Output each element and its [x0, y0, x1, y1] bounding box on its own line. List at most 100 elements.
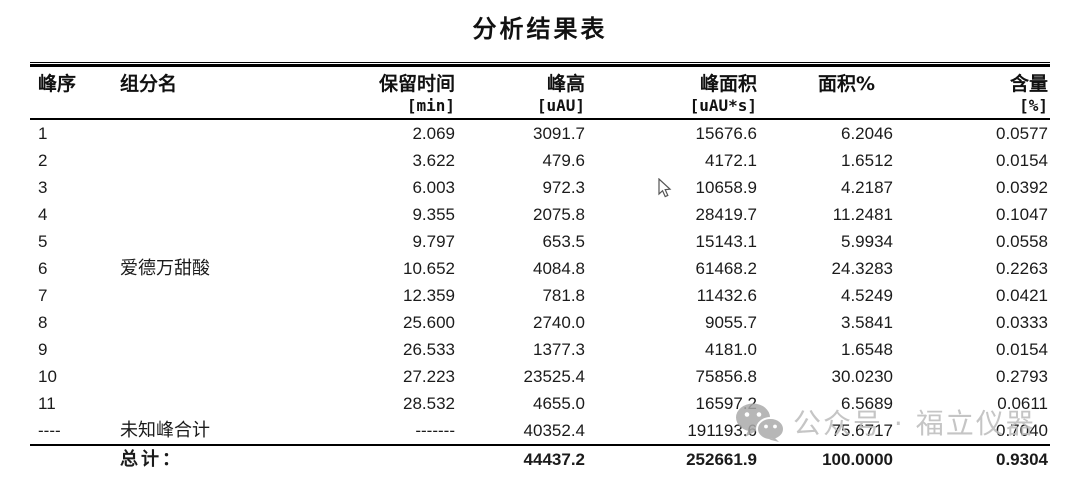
cell: 252661.9 [585, 444, 757, 473]
table-row: 4 9.355 2075.8 28419.7 11.2481 0.1047 [30, 201, 1050, 228]
column-unit [38, 96, 115, 116]
cell: 9.355 [412, 205, 455, 224]
cell: 2740.0 [533, 313, 585, 332]
cell: 11.2481 [832, 205, 893, 224]
cell: 15143.1 [695, 232, 757, 251]
cell: 75.6717 [831, 421, 893, 440]
table-header: 峰序 组分名 保留时间 [min] 峰高 [uAU] 峰面积 [uAU*s] 面积% 含量 [%] [30, 67, 1050, 120]
cell: 23525.4 [523, 367, 585, 386]
column-label: 面积% [817, 73, 875, 95]
cell: 总计： [115, 444, 300, 473]
cell: 653.5 [542, 232, 585, 251]
table-row: ---- 未知峰合计 ------- 40352.4 191193.6 75.6717 0.… [30, 417, 1050, 445]
column-unit: [min] [406, 96, 455, 115]
table-row: 5 9.797 653.5 15143.1 5.9934 0.0558 [30, 228, 1050, 255]
cell: 未知峰合计 [120, 420, 210, 441]
column-unit: [uAU*s] [689, 96, 757, 115]
column-unit: [%] [1019, 96, 1048, 115]
cell [115, 282, 300, 309]
table-row: 1 2.069 3091.7 15676.6 6.2046 0.0577 [30, 119, 1050, 147]
cell: 191193.6 [687, 421, 757, 440]
cell: 0.9304 [893, 444, 1050, 473]
cell: 1377.3 [533, 340, 585, 359]
table-row: 11 28.532 4655.0 16597.2 6.5689 0.0611 [30, 390, 1050, 417]
column-header: 峰序 [30, 67, 115, 120]
cell: ------- [415, 421, 455, 440]
cell: 9055.7 [705, 313, 757, 332]
cell: 10.652 [403, 259, 455, 278]
cell: 4181.0 [705, 340, 757, 359]
results-table: 峰序 组分名 保留时间 [min] 峰高 [uAU] 峰面积 [uAU*s] 面积% 含量 [%] … [30, 67, 1050, 473]
cell: 15676.6 [695, 124, 757, 143]
column-unit: [uAU] [536, 96, 585, 115]
cell: 0.0577 [996, 124, 1048, 143]
column-label: 组分名 [120, 73, 178, 95]
column-header: 峰高 [uAU] [455, 67, 585, 120]
table-row: 9 26.533 1377.3 4181.0 1.6548 0.0154 [30, 336, 1050, 363]
cell [115, 336, 300, 363]
column-header: 组分名 [115, 67, 300, 120]
table-row: 2 3.622 479.6 4172.1 1.6512 0.0154 [30, 147, 1050, 174]
cell: 11 [38, 394, 56, 413]
cell: 0.0333 [996, 313, 1048, 332]
cell: 2 [38, 151, 48, 170]
cell: 75856.8 [695, 367, 757, 386]
column-label: 保留时间 [378, 73, 455, 95]
cell: 30.0230 [831, 367, 893, 386]
cell: 2.069 [412, 124, 455, 143]
cell: ---- [38, 421, 61, 440]
total-row: 总计： 44437.2 252661.9 100.0000 0.9304 [30, 444, 1050, 473]
cell: 28419.7 [695, 205, 757, 224]
cell: 6.5689 [841, 394, 893, 413]
cell: 0.0558 [996, 232, 1048, 251]
cell [30, 444, 115, 473]
cell: 9 [38, 340, 48, 359]
cell: 24.3283 [831, 259, 893, 278]
cell [115, 309, 300, 336]
page-title: 分析结果表 [472, 15, 608, 43]
table-body: 1 2.069 3091.7 15676.6 6.2046 0.0577 2 3.622 479… [30, 119, 1050, 473]
cell: 0.2263 [996, 259, 1048, 278]
table-top-rule [30, 62, 1050, 67]
cell [300, 444, 455, 473]
cell: 26.533 [403, 340, 455, 359]
cell: 爱德万甜酸 [120, 258, 210, 279]
cell: 3091.7 [533, 124, 585, 143]
cell [115, 390, 300, 417]
cell [115, 228, 300, 255]
table-row: 7 12.359 781.8 11432.6 4.5249 0.0421 [30, 282, 1050, 309]
column-header: 含量 [%] [893, 67, 1050, 120]
cell: 0.0392 [996, 178, 1048, 197]
cell: 16597.2 [695, 394, 757, 413]
cell: 4 [38, 205, 48, 224]
cell: 12.359 [403, 286, 455, 305]
cell: 7 [38, 286, 48, 305]
cell [115, 363, 300, 390]
cell: 0.2793 [996, 367, 1048, 386]
cell: 40352.4 [523, 421, 585, 440]
cell [115, 119, 300, 147]
cell: 3.5841 [841, 313, 893, 332]
cell: 781.8 [542, 286, 585, 305]
cell: 27.223 [403, 367, 455, 386]
cell: 25.600 [403, 313, 455, 332]
cell: 6.2046 [841, 124, 893, 143]
cell [115, 174, 300, 201]
cell: 10658.9 [695, 178, 757, 197]
cell: 1.6548 [841, 340, 893, 359]
column-label: 峰高 [546, 73, 585, 95]
cell: 4.5249 [841, 286, 893, 305]
cell: 4172.1 [705, 151, 757, 170]
column-label: 含量 [1009, 73, 1048, 95]
cell: 8 [38, 313, 48, 332]
cell: 4084.8 [533, 259, 585, 278]
cell: 100.0000 [757, 444, 893, 473]
cell: 0.1047 [996, 205, 1048, 224]
cell: 4.2187 [841, 178, 893, 197]
table-row: 10 27.223 23525.4 75856.8 30.0230 0.2793 [30, 363, 1050, 390]
results-table-area: 峰序 组分名 保留时间 [min] 峰高 [uAU] 峰面积 [uAU*s] 面积% 含量 [%] … [30, 62, 1050, 473]
cell: 972.3 [542, 178, 585, 197]
column-label: 峰序 [38, 73, 77, 95]
cell [115, 147, 300, 174]
table-row: 8 25.600 2740.0 9055.7 3.5841 0.0333 [30, 309, 1050, 336]
